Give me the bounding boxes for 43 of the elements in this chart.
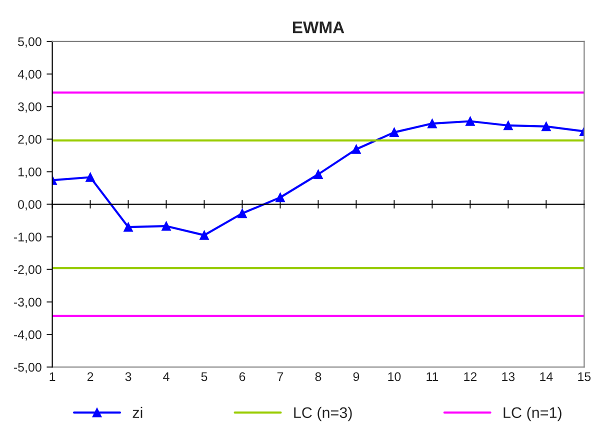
legend-label: LC (n=1) [504, 406, 562, 422]
y-tick-label: 2,00 [18, 134, 42, 146]
x-tick-label: 3 [125, 372, 132, 382]
y-tick-label: 0,00 [18, 200, 42, 210]
y-tick-label: 1,00 [18, 168, 42, 178]
x-tick-label: 14 [540, 372, 553, 381]
x-tick-label: 7 [277, 372, 284, 381]
point [314, 170, 323, 179]
x-tick-label: 15 [578, 372, 591, 382]
y-tick-label: -3,00 [14, 298, 42, 308]
y-tick-label: -5,00 [14, 362, 42, 374]
x-tick-label: 8 [315, 372, 322, 382]
x-tick-label: 2 [87, 372, 94, 381]
point [390, 128, 399, 137]
y-tick-label: 5,00 [18, 37, 42, 48]
x-tick-label: 13 [502, 372, 515, 382]
x-tick-label: 9 [353, 372, 360, 382]
point [124, 222, 133, 232]
point [466, 116, 475, 126]
x-tick-label: 6 [239, 372, 246, 382]
y-tick-label: -2,00 [14, 265, 42, 276]
point [200, 230, 209, 240]
point [162, 221, 171, 231]
point [428, 118, 437, 128]
x-tick-label: 1 [50, 372, 56, 381]
point [86, 172, 95, 182]
point [504, 120, 513, 130]
y-tick-label: 4,00 [18, 70, 42, 80]
legend-label: zi [132, 406, 142, 418]
y-tick-label: -4,00 [14, 330, 42, 341]
chart-title: EWMA [292, 22, 344, 34]
y-tick-label: -1,00 [14, 232, 42, 243]
point [238, 208, 247, 218]
point [541, 122, 551, 132]
point [352, 144, 361, 154]
point [276, 192, 285, 202]
y-tick-label: 3,00 [18, 102, 42, 113]
x-tick-label: 4 [163, 372, 170, 381]
legend-label: LC (n=3) [294, 406, 352, 422]
x-tick-label: 11 [426, 372, 438, 381]
x-tick-label: 12 [464, 372, 477, 381]
x-tick-label: 5 [201, 372, 208, 382]
x-tick-label: 10 [388, 372, 401, 382]
